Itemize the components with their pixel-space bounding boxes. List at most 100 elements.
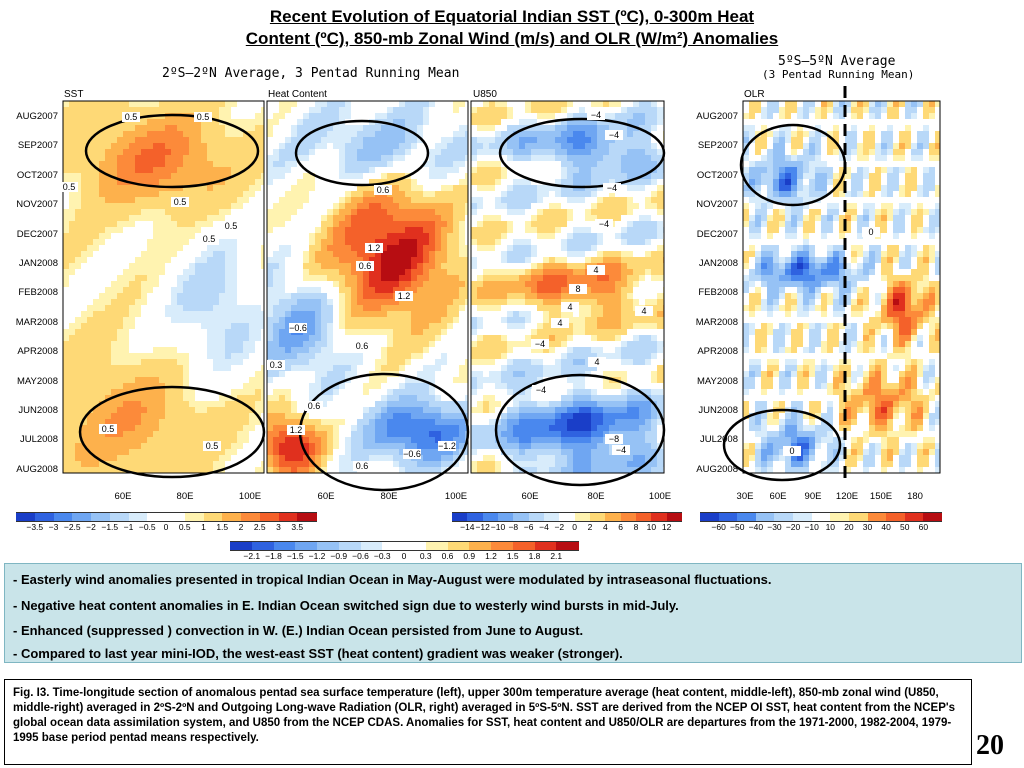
sst-cell <box>69 383 76 390</box>
heat-cell <box>447 149 454 156</box>
sst-cell <box>117 179 124 186</box>
sst-cell <box>255 263 262 270</box>
heat-cell <box>375 227 382 234</box>
sst-cell <box>207 173 214 180</box>
u850-cell <box>537 149 544 156</box>
left-ytick-8: APR2008 <box>17 346 58 358</box>
heat-cell <box>381 257 388 264</box>
u850-cell <box>471 149 478 156</box>
sst-cell <box>261 125 264 132</box>
sst-cell <box>135 251 142 258</box>
u850-cell <box>591 101 598 108</box>
sst-cell <box>111 257 118 264</box>
heat-cell <box>303 215 310 222</box>
sst-cell <box>135 359 142 366</box>
heat-cell <box>327 131 334 138</box>
heat-cell <box>423 251 430 258</box>
heat-cell <box>273 317 280 324</box>
u850-cell <box>525 167 532 174</box>
sst-cell <box>243 143 250 150</box>
sst-cell <box>189 461 196 468</box>
heat-cell <box>399 419 406 426</box>
u850-cell <box>651 191 658 198</box>
heat-cell <box>309 467 316 473</box>
sst-cell <box>255 161 262 168</box>
sst-cell <box>87 437 94 444</box>
heat-cell <box>315 209 322 216</box>
heat-cell <box>399 287 406 294</box>
heat-cell <box>459 131 466 138</box>
heat-cell <box>315 431 322 438</box>
heat-cell <box>405 275 412 282</box>
sst-cell <box>159 161 166 168</box>
u850-cell <box>645 137 652 144</box>
sst-cell <box>183 239 190 246</box>
heat-cell <box>285 371 292 378</box>
heat-cell <box>273 281 280 288</box>
sst-cell <box>75 407 82 414</box>
sst-cell <box>63 203 70 210</box>
heat-cell <box>321 275 328 282</box>
heat-cell <box>363 155 370 162</box>
heat-cell <box>321 287 328 294</box>
sst-cell <box>201 347 208 354</box>
sst-cell <box>231 179 238 186</box>
sst-cell <box>69 143 76 150</box>
sst-cell <box>249 329 256 336</box>
sst-cell <box>135 413 142 420</box>
sst-cell <box>147 209 154 216</box>
sst-cell <box>123 203 130 210</box>
heat-cell <box>423 299 430 306</box>
sst-cell <box>255 347 262 354</box>
u850-cell <box>537 113 544 120</box>
sst-cell <box>201 299 208 306</box>
heat-cell <box>423 413 430 420</box>
heat-cell <box>357 329 364 336</box>
sst-cell <box>105 401 112 408</box>
heat-cell <box>435 107 442 114</box>
sst-cell <box>69 287 76 294</box>
sst-cell <box>87 239 94 246</box>
sst-cell <box>225 245 232 252</box>
sst-cell <box>195 431 202 438</box>
heat-cell <box>369 167 376 174</box>
sst-cell <box>69 191 76 198</box>
heat-cell <box>429 425 436 432</box>
heat-cell <box>405 461 412 468</box>
sst-cell <box>249 359 256 366</box>
heat-cell <box>267 263 274 270</box>
heat-cell <box>405 341 412 348</box>
heat-cell <box>453 317 460 324</box>
heat-cell <box>459 221 466 228</box>
heat-cell <box>435 455 442 462</box>
sst-cell <box>141 197 148 204</box>
sst-cell <box>213 437 220 444</box>
sst-cell <box>201 203 208 210</box>
heat-cell <box>453 113 460 120</box>
heat-cell <box>315 119 322 126</box>
heat-cell <box>465 425 468 432</box>
sst-cell <box>99 161 106 168</box>
heat-cell <box>279 155 286 162</box>
heat-cell <box>345 383 352 390</box>
heat-cell <box>375 167 382 174</box>
heat-cell <box>339 437 346 444</box>
heat-cell <box>321 185 328 192</box>
heat-cell <box>393 395 400 402</box>
heat-cell <box>351 131 358 138</box>
heat-cell <box>291 185 298 192</box>
heat-cell <box>369 257 376 264</box>
sst-cell <box>129 323 136 330</box>
heat-cell <box>411 317 418 324</box>
heat-cell <box>321 347 328 354</box>
heat-cell <box>459 353 466 360</box>
sst-cell <box>165 401 172 408</box>
sst-cell <box>213 401 220 408</box>
sst-cell <box>225 365 232 372</box>
heat-cell <box>411 149 418 156</box>
heat-cell <box>441 395 448 402</box>
sst-cell <box>129 107 136 114</box>
sst-cell <box>171 395 178 402</box>
heat-cell <box>387 323 394 330</box>
sst-cell <box>135 455 142 462</box>
